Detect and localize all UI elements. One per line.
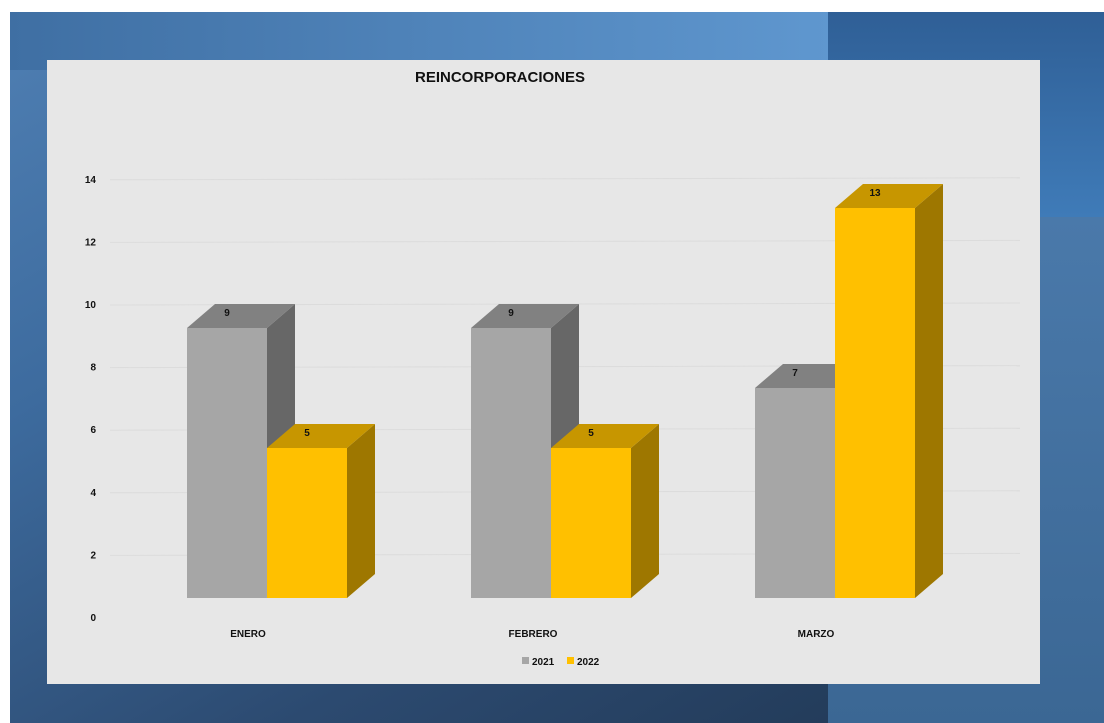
bar-top bbox=[267, 424, 375, 448]
data-labels: 9 5 9 5 7 13 bbox=[224, 188, 881, 439]
x-category-label: FEBRERO bbox=[509, 629, 558, 640]
bar-front bbox=[267, 448, 347, 598]
bar-front bbox=[551, 448, 631, 598]
y-tick-label: 8 bbox=[90, 363, 96, 374]
y-tick-label: 4 bbox=[90, 488, 96, 499]
data-label: 9 bbox=[224, 308, 230, 319]
bar-2022-febrero bbox=[551, 424, 659, 598]
bar-side bbox=[347, 424, 375, 598]
data-label: 9 bbox=[508, 308, 514, 319]
bar-front bbox=[835, 208, 915, 598]
y-tick-label: 10 bbox=[85, 300, 97, 311]
bar-2022-marzo bbox=[835, 184, 943, 598]
x-category-label: MARZO bbox=[798, 629, 835, 640]
bar-top bbox=[551, 424, 659, 448]
bar-front bbox=[755, 388, 835, 598]
y-tick-label: 14 bbox=[85, 175, 97, 186]
bar-top bbox=[835, 184, 943, 208]
bar-side bbox=[631, 424, 659, 598]
legend: 2021 2022 bbox=[522, 657, 600, 668]
data-label: 5 bbox=[588, 428, 594, 439]
gridline bbox=[109, 177, 1021, 181]
y-tick-label: 12 bbox=[85, 237, 97, 248]
y-tick-label: 6 bbox=[90, 425, 96, 436]
legend-label: 2022 bbox=[577, 657, 600, 668]
bar-2022-enero bbox=[267, 424, 375, 598]
legend-label: 2021 bbox=[532, 657, 555, 668]
data-label: 13 bbox=[869, 188, 881, 199]
legend-swatch bbox=[522, 657, 529, 664]
data-label: 5 bbox=[304, 428, 310, 439]
bar-top bbox=[187, 304, 295, 328]
y-tick-label: 0 bbox=[90, 613, 96, 624]
y-tick-label: 2 bbox=[90, 550, 96, 561]
bars bbox=[187, 184, 943, 598]
bar-front bbox=[187, 328, 267, 598]
chart-title: REINCORPORACIONES bbox=[415, 69, 585, 86]
y-axis-ticks: 0 2 4 6 8 10 12 14 bbox=[85, 175, 97, 624]
bar-top bbox=[471, 304, 579, 328]
x-category-label: ENERO bbox=[230, 629, 266, 640]
x-axis-categories: ENERO FEBRERO MARZO bbox=[230, 629, 834, 640]
legend-swatch bbox=[567, 657, 574, 664]
bar-front bbox=[471, 328, 551, 598]
bar-side bbox=[915, 184, 943, 598]
data-label: 7 bbox=[792, 368, 798, 379]
